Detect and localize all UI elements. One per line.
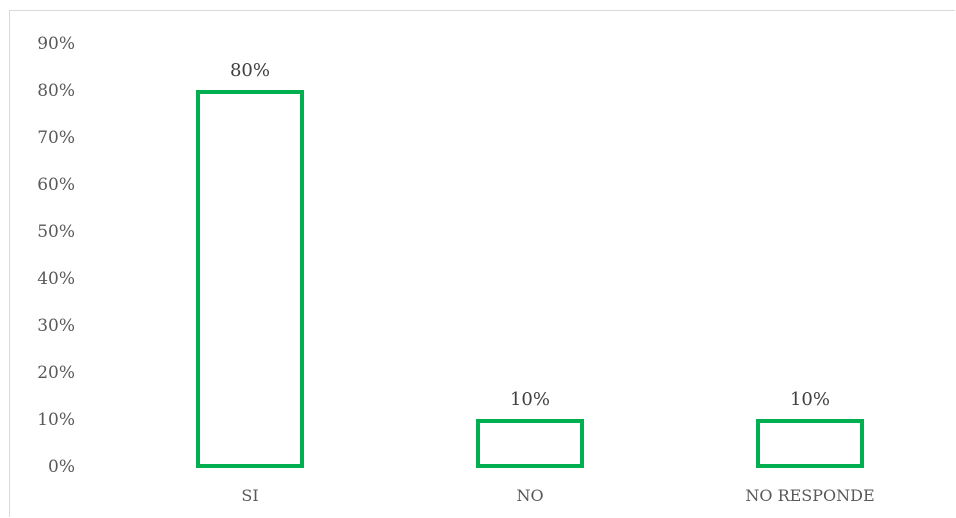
y-tick-label: 50%	[37, 222, 75, 242]
bar-no-responde	[756, 419, 864, 468]
y-axis-tick-labels: 0% 10% 20% 30% 40% 50% 60% 70% 80% 90%	[37, 34, 75, 477]
x-category-label: SI	[241, 486, 258, 505]
x-category-label: NO RESPONDE	[745, 486, 874, 505]
data-label: 80%	[230, 60, 270, 81]
y-tick-label: 60%	[37, 175, 75, 195]
data-label: 10%	[510, 389, 550, 410]
x-category-label: NO	[516, 486, 543, 505]
bar-si	[196, 90, 304, 468]
y-tick-label: 20%	[37, 363, 75, 383]
y-tick-label: 10%	[37, 410, 75, 430]
y-tick-label: 40%	[37, 269, 75, 289]
x-axis-category-labels: SI NO NO RESPONDE	[241, 486, 874, 505]
data-label: 10%	[790, 389, 830, 410]
y-tick-label: 90%	[37, 34, 75, 54]
y-tick-label: 30%	[37, 316, 75, 336]
bar-series	[196, 90, 864, 468]
data-labels: 80% 10% 10%	[230, 60, 830, 410]
y-tick-label: 0%	[48, 457, 75, 477]
y-tick-label: 80%	[37, 81, 75, 101]
bar-no	[476, 419, 584, 468]
y-tick-label: 70%	[37, 128, 75, 148]
chart-frame	[9, 10, 955, 517]
